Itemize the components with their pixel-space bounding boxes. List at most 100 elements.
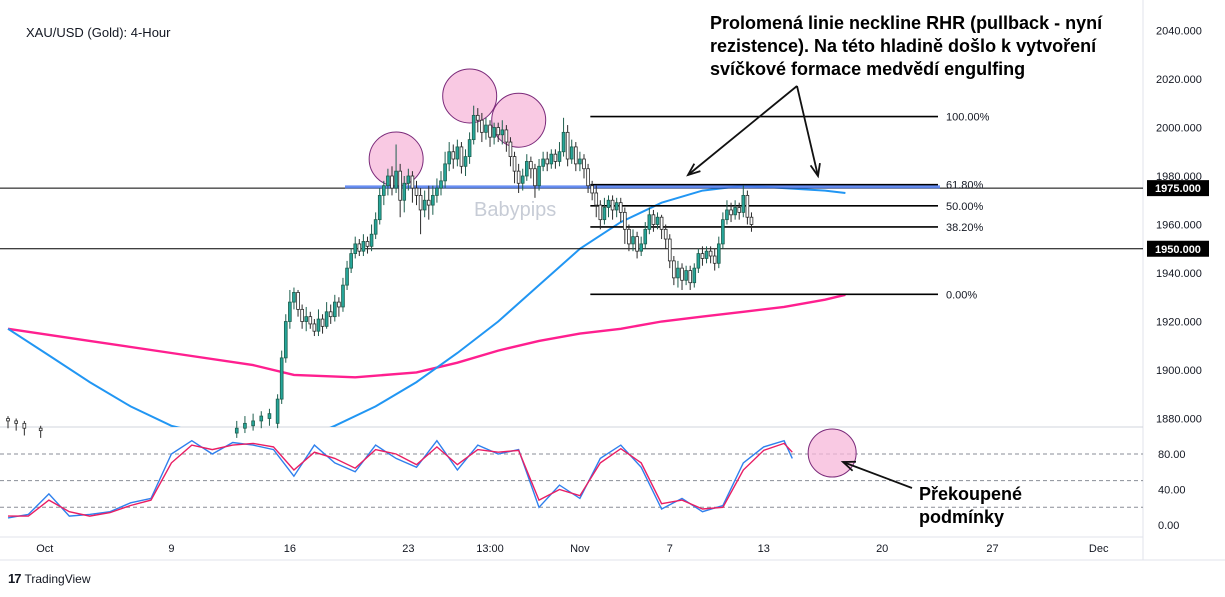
candle	[745, 190, 750, 225]
candle-body	[745, 194, 750, 218]
candle	[602, 197, 607, 225]
candle	[659, 214, 664, 240]
candle-body	[610, 199, 615, 211]
candle	[565, 125, 570, 167]
candle-body	[529, 161, 533, 170]
candle	[712, 248, 717, 271]
candle-body	[631, 236, 635, 245]
candle-body	[14, 420, 18, 424]
arrow-shaft	[842, 461, 913, 489]
candle-body	[672, 260, 676, 279]
candle	[398, 163, 402, 218]
candle-body	[455, 146, 460, 160]
candle	[729, 202, 733, 223]
candle-body	[300, 308, 304, 322]
rsi-tick-label: 40.00	[1158, 485, 1186, 497]
candle-body	[259, 415, 264, 422]
candle	[533, 163, 537, 198]
candle	[647, 207, 652, 235]
candle-body	[512, 156, 517, 172]
frame	[0, 0, 1225, 561]
candle	[545, 151, 550, 172]
candle-body	[467, 139, 472, 158]
candle	[614, 197, 619, 218]
candlesticks	[6, 105, 754, 438]
candle-body	[316, 318, 321, 332]
candle	[725, 200, 729, 225]
candle	[345, 260, 349, 290]
candle-body	[443, 163, 447, 182]
rsi-series-d	[8, 442, 793, 517]
level-badge	[1147, 180, 1209, 197]
fib-label: 50.00%	[946, 201, 984, 213]
candle	[471, 105, 476, 145]
candle-body	[496, 127, 500, 136]
candle-body	[667, 238, 672, 262]
candle-body	[520, 175, 525, 184]
candle	[288, 289, 292, 329]
candle-body	[524, 161, 529, 177]
candle	[251, 413, 255, 431]
tradingview-logo[interactable]: 17 TradingView	[8, 571, 91, 586]
candle	[390, 166, 394, 196]
arrow-to-overbought	[840, 460, 913, 489]
candle	[328, 304, 333, 324]
candle	[704, 246, 709, 264]
candle	[22, 420, 27, 436]
candle	[549, 149, 554, 169]
candle	[688, 265, 692, 290]
candle-body	[312, 323, 317, 332]
candle-body	[357, 243, 362, 252]
candle	[475, 108, 480, 133]
candle	[631, 229, 635, 252]
candle	[243, 416, 247, 434]
candle-body	[602, 207, 607, 221]
candle	[406, 168, 411, 191]
candle	[365, 236, 370, 254]
candle-body	[680, 267, 684, 281]
candle	[275, 394, 280, 429]
candle	[606, 195, 611, 218]
candle	[279, 350, 284, 404]
rsi-tick-label: 80.00	[1158, 449, 1186, 461]
candle	[337, 297, 341, 317]
arrow-shaft	[687, 85, 798, 176]
candle-body	[459, 146, 464, 167]
y-tick-label: 1900.000	[1156, 365, 1202, 377]
candle	[667, 234, 672, 269]
candle	[14, 418, 18, 431]
candle-body	[741, 194, 746, 213]
candle-body	[516, 170, 521, 184]
candle	[708, 246, 713, 264]
chart-title: XAU/USD (Gold): 4-Hour	[26, 25, 171, 40]
candle-body	[565, 131, 570, 160]
candle	[541, 151, 545, 172]
candle	[296, 289, 300, 317]
level-label: 1950.000	[1155, 244, 1201, 256]
candle-body	[708, 250, 713, 257]
annotation-arrows	[686, 85, 913, 489]
candle-body	[545, 158, 550, 165]
candle	[316, 309, 321, 337]
watermark: Babypips	[474, 199, 557, 221]
right-shoulder-circle	[491, 92, 547, 148]
x-tick-label: 13:00	[476, 543, 504, 555]
candle-body	[716, 243, 721, 264]
candle-body	[696, 253, 701, 269]
y-tick-label: 2040.000	[1156, 26, 1202, 38]
candle	[590, 180, 594, 201]
candle-body	[688, 270, 692, 284]
candle	[721, 212, 725, 249]
candle-body	[410, 175, 415, 189]
candle-body	[643, 228, 648, 245]
arrow-shaft	[796, 85, 819, 177]
candle	[594, 185, 599, 218]
fib-label: 0.00%	[946, 289, 977, 301]
candle-body	[341, 284, 345, 308]
candle-body	[557, 151, 562, 162]
candle	[377, 188, 382, 225]
candle	[643, 222, 648, 249]
arrow-head	[809, 163, 821, 179]
candle	[696, 248, 701, 273]
